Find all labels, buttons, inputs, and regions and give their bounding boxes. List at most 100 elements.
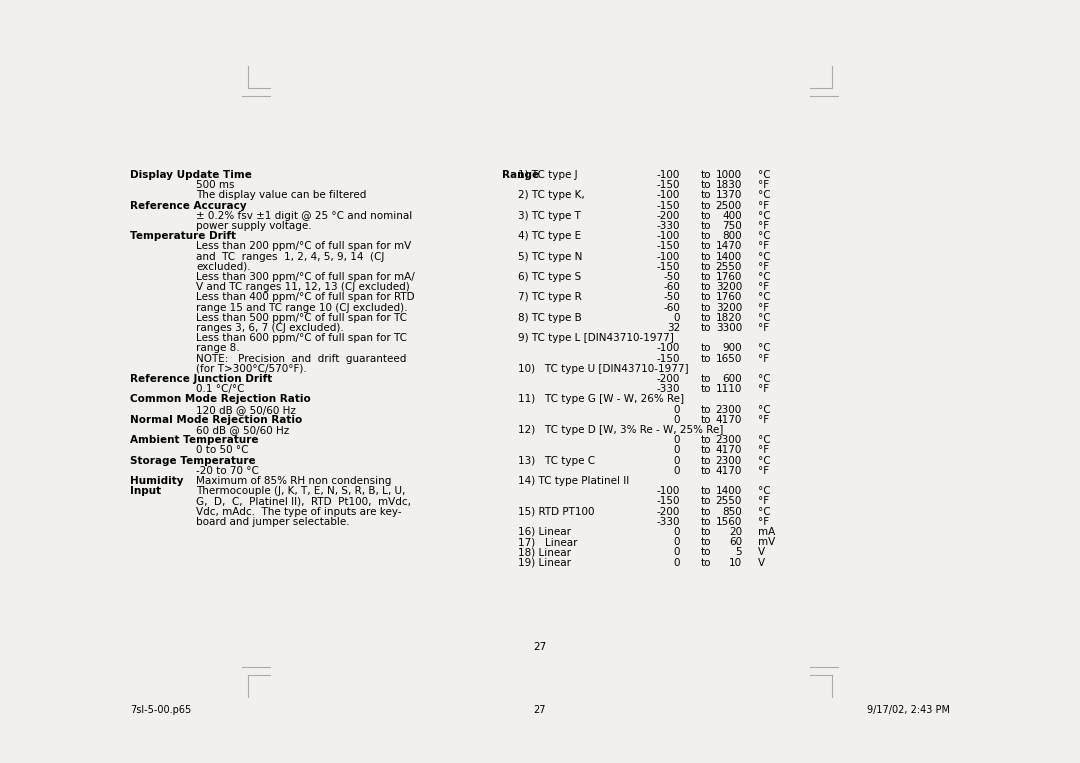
Text: to: to: [701, 507, 712, 517]
Text: to: to: [701, 211, 712, 221]
Text: -330: -330: [657, 385, 680, 394]
Text: -100: -100: [657, 231, 680, 241]
Text: Input: Input: [130, 486, 161, 496]
Text: °F: °F: [758, 282, 769, 292]
Text: °C: °C: [758, 486, 771, 496]
Text: -330: -330: [657, 221, 680, 231]
Text: 0: 0: [674, 435, 680, 445]
Text: -100: -100: [657, 343, 680, 353]
Text: 0: 0: [674, 527, 680, 537]
Text: °F: °F: [758, 180, 769, 190]
Text: °F: °F: [758, 221, 769, 231]
Text: 32: 32: [666, 323, 680, 333]
Text: to: to: [701, 282, 712, 292]
Text: to: to: [701, 323, 712, 333]
Text: 2300: 2300: [716, 404, 742, 414]
Text: 0: 0: [674, 465, 680, 476]
Text: Less than 500 ppm/°C of full span for TC: Less than 500 ppm/°C of full span for TC: [195, 313, 407, 323]
Text: Thermocouple (J, K, T, E, N, S, R, B, L, U,: Thermocouple (J, K, T, E, N, S, R, B, L,…: [195, 486, 405, 496]
Text: -150: -150: [657, 262, 680, 272]
Text: range 8.: range 8.: [195, 343, 240, 353]
Text: -20 to 70 °C: -20 to 70 °C: [195, 465, 259, 476]
Text: Less than 400 ppm/°C of full span for RTD: Less than 400 ppm/°C of full span for RT…: [195, 292, 415, 302]
Text: to: to: [701, 252, 712, 262]
Text: 8) TC type B: 8) TC type B: [518, 313, 582, 323]
Text: to: to: [701, 435, 712, 445]
Text: 4) TC type E: 4) TC type E: [518, 231, 581, 241]
Text: to: to: [701, 558, 712, 568]
Text: -60: -60: [663, 282, 680, 292]
Text: (for T>300°C/570°F).: (for T>300°C/570°F).: [195, 364, 307, 374]
Text: 1760: 1760: [716, 292, 742, 302]
Text: to: to: [701, 191, 712, 201]
Text: °C: °C: [758, 456, 771, 465]
Text: 600: 600: [723, 374, 742, 384]
Text: °C: °C: [758, 435, 771, 445]
Text: to: to: [701, 231, 712, 241]
Text: °F: °F: [758, 262, 769, 272]
Text: 0: 0: [674, 537, 680, 547]
Text: 60: 60: [729, 537, 742, 547]
Text: °C: °C: [758, 343, 771, 353]
Text: 1370: 1370: [716, 191, 742, 201]
Text: 3300: 3300: [716, 323, 742, 333]
Text: 4170: 4170: [716, 446, 742, 456]
Text: 500 ms: 500 ms: [195, 180, 234, 190]
Text: 1820: 1820: [716, 313, 742, 323]
Text: 0 to 50 °C: 0 to 50 °C: [195, 446, 248, 456]
Text: to: to: [701, 527, 712, 537]
Text: to: to: [701, 292, 712, 302]
Text: board and jumper selectable.: board and jumper selectable.: [195, 517, 350, 526]
Text: Reference Accuracy: Reference Accuracy: [130, 201, 246, 211]
Text: range 15 and TC range 10 (CJ excluded).: range 15 and TC range 10 (CJ excluded).: [195, 303, 407, 313]
Text: 0: 0: [674, 558, 680, 568]
Text: power supply voltage.: power supply voltage.: [195, 221, 312, 231]
Text: -100: -100: [657, 191, 680, 201]
Text: 14) TC type Platinel II: 14) TC type Platinel II: [518, 476, 630, 486]
Text: to: to: [701, 201, 712, 211]
Text: NOTE:   Precision  and  drift  guaranteed: NOTE: Precision and drift guaranteed: [195, 353, 406, 364]
Text: mV: mV: [758, 537, 775, 547]
Text: to: to: [701, 180, 712, 190]
Text: to: to: [701, 385, 712, 394]
Text: 0: 0: [674, 547, 680, 558]
Text: V and TC ranges 11, 12, 13 (CJ excluded): V and TC ranges 11, 12, 13 (CJ excluded): [195, 282, 409, 292]
Text: to: to: [701, 343, 712, 353]
Text: -330: -330: [657, 517, 680, 526]
Text: -150: -150: [657, 201, 680, 211]
Text: 2550: 2550: [716, 262, 742, 272]
Text: 1830: 1830: [716, 180, 742, 190]
Text: to: to: [701, 517, 712, 526]
Text: to: to: [701, 486, 712, 496]
Text: -150: -150: [657, 353, 680, 364]
Text: 20: 20: [729, 527, 742, 537]
Text: Common Mode Rejection Ratio: Common Mode Rejection Ratio: [130, 394, 311, 404]
Text: to: to: [701, 415, 712, 425]
Text: °F: °F: [758, 415, 769, 425]
Text: 18) Linear: 18) Linear: [518, 547, 571, 558]
Text: Storage Temperature: Storage Temperature: [130, 456, 256, 465]
Text: 5: 5: [735, 547, 742, 558]
Text: °F: °F: [758, 241, 769, 251]
Text: 0: 0: [674, 415, 680, 425]
Text: 1650: 1650: [716, 353, 742, 364]
Text: 6) TC type S: 6) TC type S: [518, 272, 581, 282]
Text: 0: 0: [674, 404, 680, 414]
Text: °C: °C: [758, 191, 771, 201]
Text: 16) Linear: 16) Linear: [518, 527, 571, 537]
Text: Less than 200 ppm/°C of full span for mV: Less than 200 ppm/°C of full span for mV: [195, 241, 411, 251]
Text: to: to: [701, 262, 712, 272]
Text: 4170: 4170: [716, 415, 742, 425]
Text: 1110: 1110: [716, 385, 742, 394]
Text: 0: 0: [674, 313, 680, 323]
Text: 27: 27: [534, 705, 546, 715]
Text: 2300: 2300: [716, 435, 742, 445]
Text: -200: -200: [657, 374, 680, 384]
Text: 9/17/02, 2:43 PM: 9/17/02, 2:43 PM: [867, 705, 950, 715]
Text: °C: °C: [758, 374, 771, 384]
Text: 2550: 2550: [716, 497, 742, 507]
Text: 0: 0: [674, 456, 680, 465]
Text: 19) Linear: 19) Linear: [518, 558, 571, 568]
Text: The display value can be filtered: The display value can be filtered: [195, 191, 366, 201]
Text: to: to: [701, 241, 712, 251]
